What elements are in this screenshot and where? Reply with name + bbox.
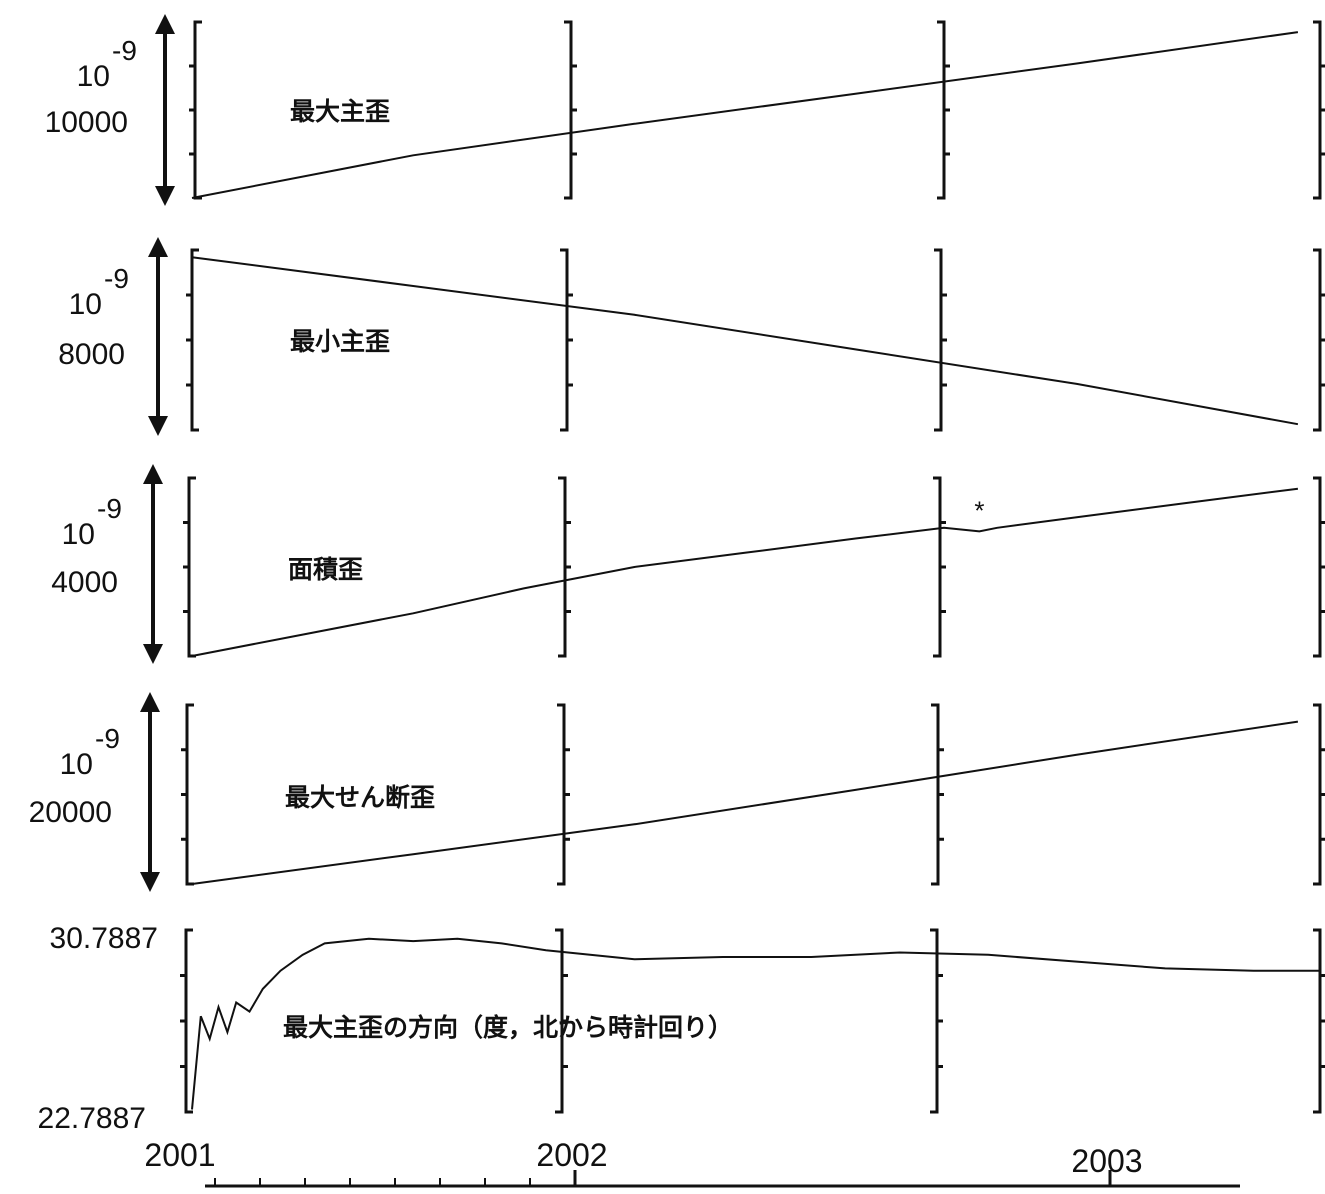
panel-bracket xyxy=(1313,928,1322,1114)
panel-bracket xyxy=(560,248,569,432)
series-line xyxy=(191,720,1299,885)
chart-panel-1: 10-9 10000 最大主歪 xyxy=(45,13,1325,206)
panel-title: 面積歪 xyxy=(288,555,363,584)
chart-panel-5: 30.7887 22.7887 最大主歪の方向（度，北から時計回り） xyxy=(38,922,1325,1135)
panel-bracket xyxy=(190,248,199,432)
panel-bracket xyxy=(185,703,194,886)
panel-title: 最大主歪の方向（度，北から時計回り） xyxy=(283,1013,733,1042)
scale-bar-value: 4000 xyxy=(51,566,118,599)
annotation-asterisk: * xyxy=(974,495,984,525)
panel-title: 最大主歪 xyxy=(290,97,390,126)
panel-bracket xyxy=(558,476,567,658)
time-axis-label: 2003 xyxy=(1071,1143,1142,1179)
panel-bracket xyxy=(184,928,193,1114)
panel-title: 最大せん断歪 xyxy=(285,783,435,812)
panel-bracket xyxy=(930,928,939,1114)
ytick-bottom-label: 22.7887 xyxy=(38,1102,146,1135)
chart-panel-2: 10-9 8000 最小主歪 xyxy=(58,237,1325,436)
panel-bracket xyxy=(557,703,566,886)
chart-panel-3: 10-9 4000 面積歪 * xyxy=(51,464,1325,664)
time-axis: 2001 2002 2003 xyxy=(144,1137,1240,1188)
scale-bar-value: 10000 xyxy=(45,106,128,139)
series-line xyxy=(191,256,1299,426)
panel-bracket xyxy=(937,20,946,200)
panel-bracket xyxy=(187,476,196,658)
series-line xyxy=(191,937,1320,1110)
series-line xyxy=(191,487,1299,657)
time-axis-label: 2002 xyxy=(536,1137,607,1173)
panel-bracket xyxy=(934,248,943,432)
scale-unit-exponent: -9 xyxy=(97,493,122,524)
panel-bracket xyxy=(564,20,573,200)
scale-unit-label: 10 xyxy=(77,60,110,93)
panel-bracket xyxy=(933,476,942,658)
scale-bar-value: 8000 xyxy=(58,338,125,371)
series-line xyxy=(191,31,1299,199)
panel-bracket xyxy=(1313,248,1322,432)
scale-bar-value: 20000 xyxy=(29,796,112,829)
time-axis-label: 2001 xyxy=(144,1137,215,1173)
panel-title: 最小主歪 xyxy=(290,327,390,356)
scale-unit-label: 10 xyxy=(62,518,95,551)
scale-unit-label: 10 xyxy=(60,748,93,781)
ytick-top-label: 30.7887 xyxy=(50,922,158,955)
scale-unit-exponent: -9 xyxy=(112,35,137,66)
scale-unit-exponent: -9 xyxy=(95,723,120,754)
chart-panel-4: 10-9 20000 最大せん断歪 xyxy=(29,692,1325,892)
scale-unit-label: 10 xyxy=(69,288,102,321)
scale-unit-exponent: -9 xyxy=(104,263,129,294)
panel-bracket xyxy=(1313,20,1322,200)
panel-bracket xyxy=(193,20,202,200)
panel-bracket xyxy=(931,703,940,886)
panel-bracket xyxy=(1313,476,1322,658)
panel-bracket xyxy=(1313,703,1322,886)
